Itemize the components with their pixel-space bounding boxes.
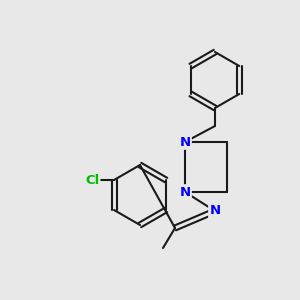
Text: N: N xyxy=(179,136,191,148)
Text: N: N xyxy=(179,185,191,199)
Text: Cl: Cl xyxy=(85,173,99,187)
Text: N: N xyxy=(209,205,220,218)
